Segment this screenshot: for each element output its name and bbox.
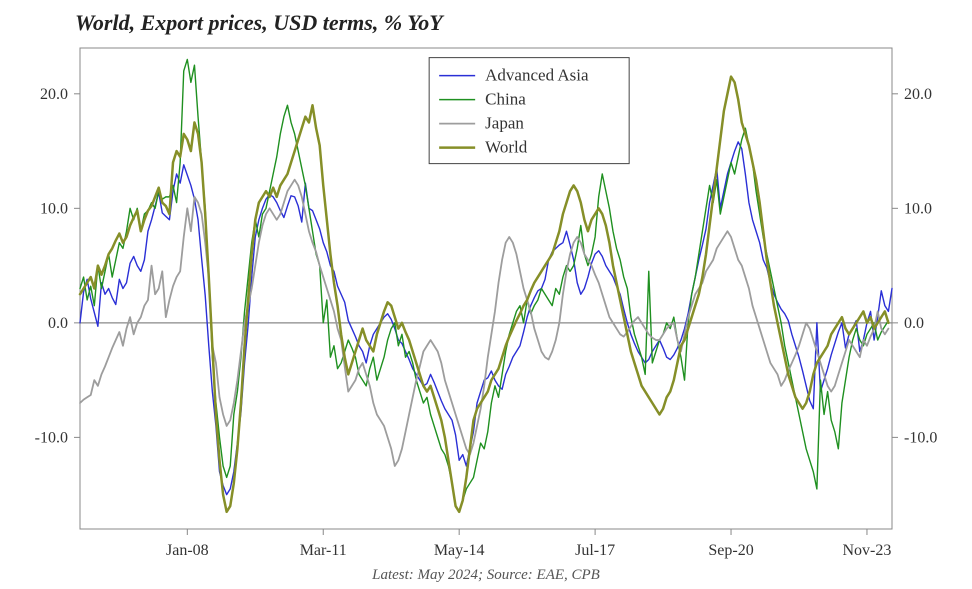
chart-container: -10.0 -10.0 0.0 0.0 10.0 10.0 20.0 20.0 Jan-08 Ma… (0, 0, 972, 589)
line-chart: -10.0 -10.0 0.0 0.0 10.0 10.0 20.0 20.0 Jan-08 Ma… (0, 0, 972, 589)
svg-text:Jul-17: Jul-17 (575, 542, 615, 559)
svg-text:Sep-20: Sep-20 (708, 542, 753, 559)
svg-text:May-14: May-14 (434, 542, 485, 559)
svg-text:10.0: 10.0 (904, 200, 932, 217)
svg-text:20.0: 20.0 (904, 86, 932, 103)
svg-text:20.0: 20.0 (40, 86, 68, 103)
svg-text:10.0: 10.0 (40, 200, 68, 217)
legend: Advanced Asia China Japan World (429, 58, 629, 164)
svg-text:Mar-11: Mar-11 (300, 542, 347, 559)
svg-text:-10.0: -10.0 (35, 429, 68, 446)
chart-caption: Latest: May 2024; Source: EAE, CPB (371, 567, 600, 583)
svg-text:-10.0: -10.0 (904, 429, 937, 446)
svg-text:0.0: 0.0 (904, 315, 924, 332)
chart-title: World, Export prices, USD terms, % YoY (75, 10, 445, 35)
legend-item: World (485, 138, 528, 157)
svg-text:Jan-08: Jan-08 (166, 542, 209, 559)
svg-text:Nov-23: Nov-23 (843, 542, 892, 559)
legend-item: Advanced Asia (485, 66, 589, 85)
legend-item: Japan (485, 114, 524, 133)
svg-text:0.0: 0.0 (48, 315, 68, 332)
legend-item: China (485, 90, 526, 109)
